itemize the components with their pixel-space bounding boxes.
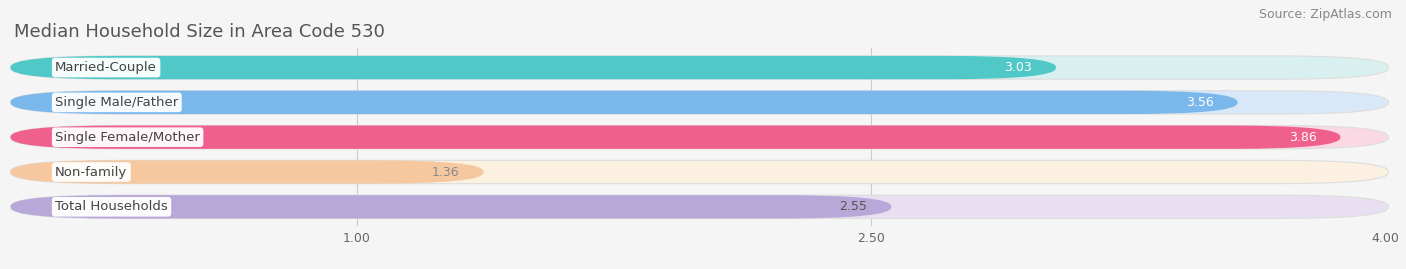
FancyBboxPatch shape xyxy=(11,126,1388,149)
Text: 3.03: 3.03 xyxy=(1004,61,1032,74)
FancyBboxPatch shape xyxy=(11,160,1388,184)
FancyBboxPatch shape xyxy=(11,195,1388,218)
Text: Single Male/Father: Single Male/Father xyxy=(55,96,179,109)
Text: Source: ZipAtlas.com: Source: ZipAtlas.com xyxy=(1258,8,1392,21)
Text: Single Female/Mother: Single Female/Mother xyxy=(55,131,200,144)
FancyBboxPatch shape xyxy=(11,195,891,218)
Text: 1.36: 1.36 xyxy=(432,165,460,179)
Text: 3.86: 3.86 xyxy=(1289,131,1316,144)
FancyBboxPatch shape xyxy=(11,91,1237,114)
Text: 3.56: 3.56 xyxy=(1185,96,1213,109)
FancyBboxPatch shape xyxy=(11,160,484,184)
FancyBboxPatch shape xyxy=(11,56,1056,79)
Text: Median Household Size in Area Code 530: Median Household Size in Area Code 530 xyxy=(14,23,385,41)
Text: Married-Couple: Married-Couple xyxy=(55,61,157,74)
FancyBboxPatch shape xyxy=(11,126,1340,149)
Text: 2.55: 2.55 xyxy=(839,200,868,213)
Text: Non-family: Non-family xyxy=(55,165,128,179)
FancyBboxPatch shape xyxy=(11,91,1388,114)
Text: Total Households: Total Households xyxy=(55,200,167,213)
FancyBboxPatch shape xyxy=(11,56,1388,79)
